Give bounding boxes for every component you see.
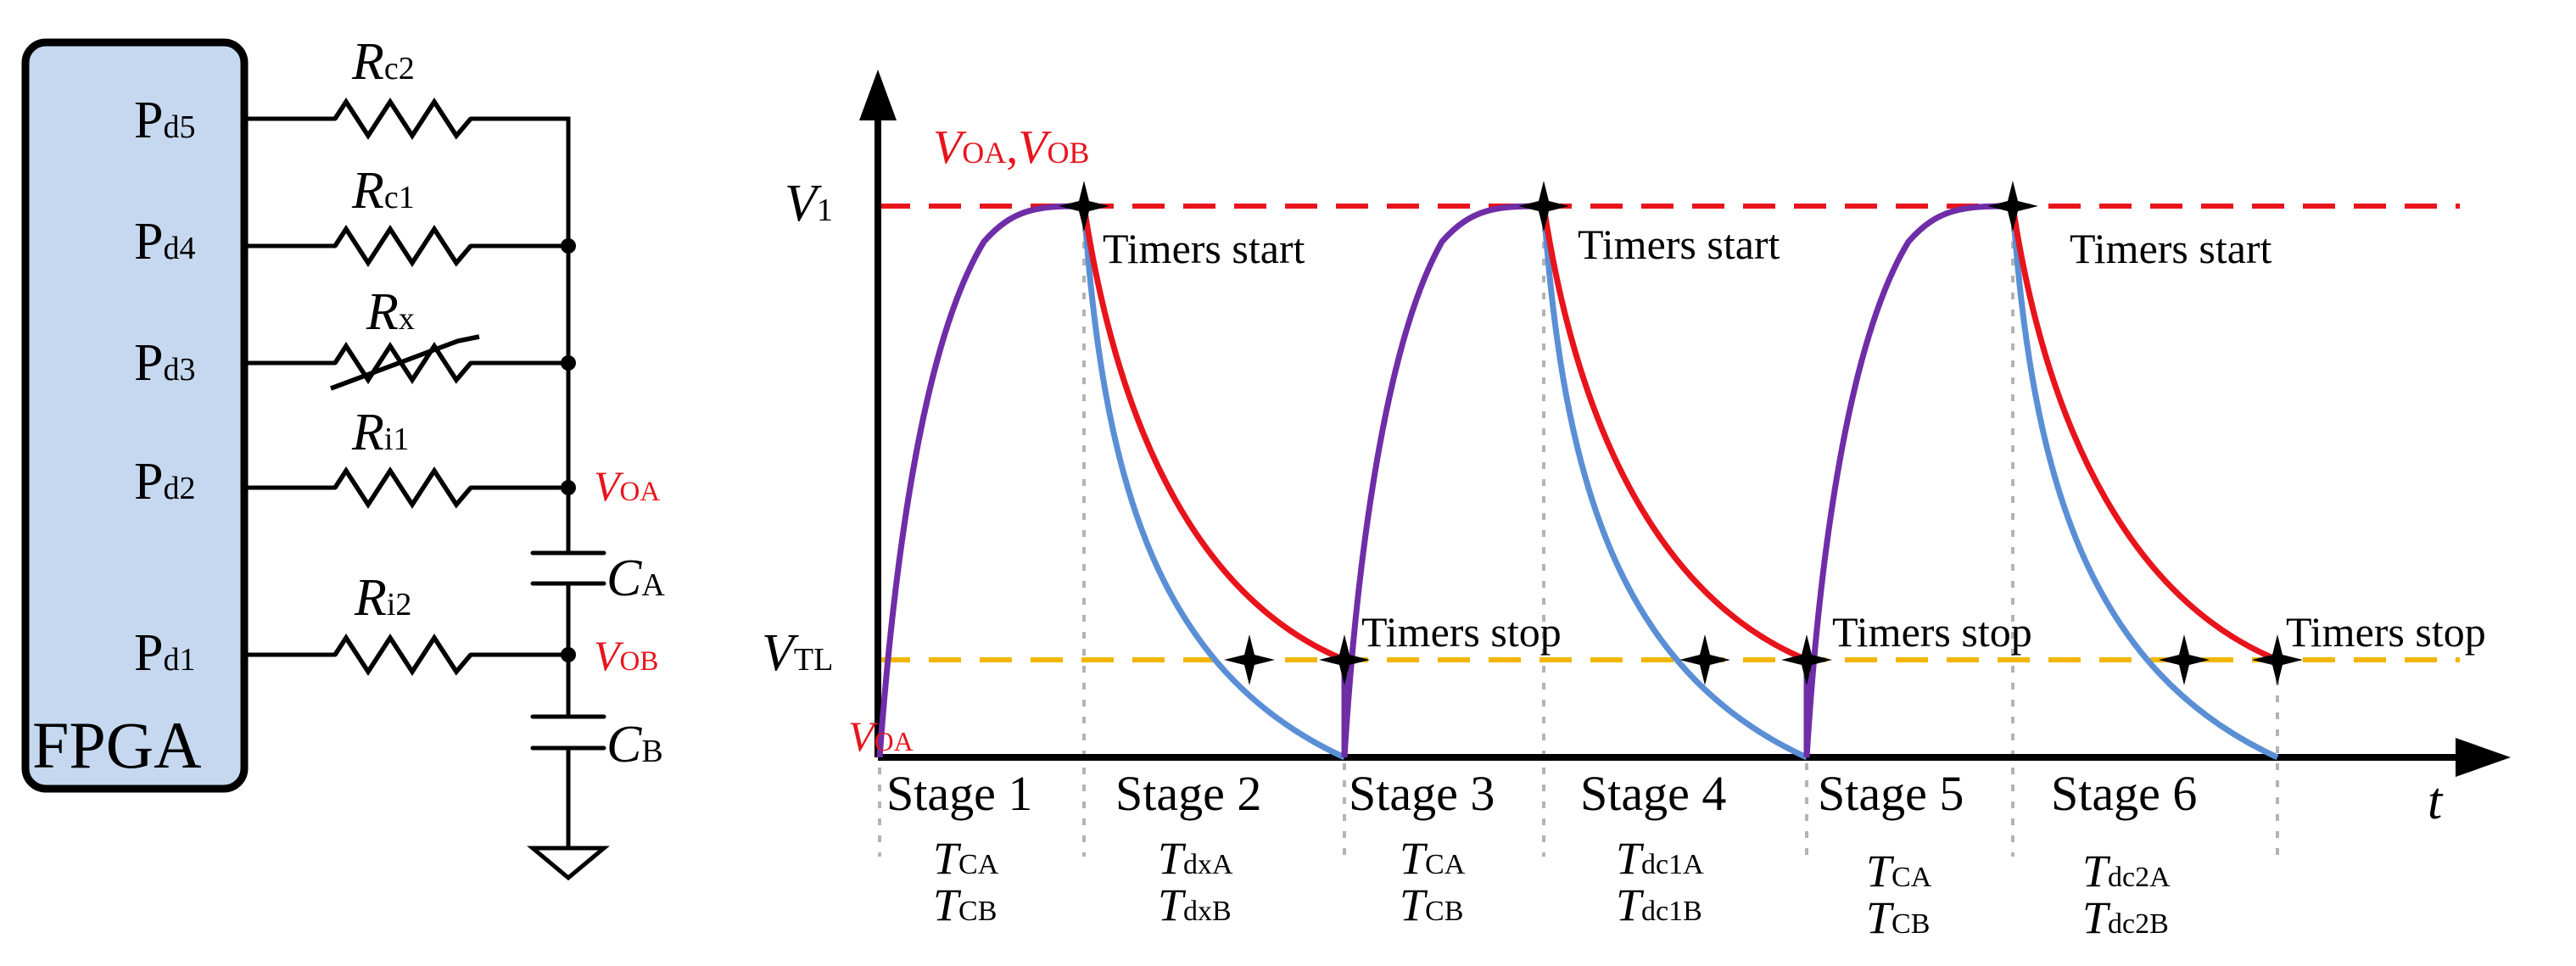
waveforms xyxy=(876,203,2279,761)
vob-discharge-curve-2 xyxy=(1540,205,1808,761)
y-label-vtl: VTL xyxy=(762,624,833,682)
star-icon xyxy=(1518,181,1569,232)
resistor-ri1 xyxy=(332,466,473,510)
stage-label-2: Stage 2 xyxy=(1115,766,1261,821)
capacitor-cb xyxy=(530,714,606,751)
y-axis-arrow-icon xyxy=(859,70,897,120)
annotation-timers-start-2: Timers start xyxy=(1578,221,1780,268)
capacitor-ca xyxy=(530,550,606,586)
annotation-timers-stop-3: Timers stop xyxy=(2286,608,2486,656)
charge-curve-2 xyxy=(1341,203,1545,758)
timer-label-s4-b: Tdc1B xyxy=(1616,879,1702,930)
timer-label-s4-a: Tdc1A xyxy=(1616,833,1704,884)
star-icon xyxy=(1987,181,2038,232)
timer-label-s6-a: Tdc2A xyxy=(2082,846,2171,896)
star-icon xyxy=(1319,634,1370,685)
x-axis-arrow-icon xyxy=(2456,738,2511,777)
timer-label-s2-a: TdxA xyxy=(1158,833,1233,884)
resistor-label-ri1: Ri1 xyxy=(351,404,409,461)
y-label-v1: V1 xyxy=(785,175,833,232)
timer-label-s2-b: TdxB xyxy=(1158,879,1232,930)
resistor-rx xyxy=(330,334,480,391)
vob-discharge-curve-1 xyxy=(1081,205,1346,761)
stage-label-1: Stage 1 xyxy=(886,766,1032,821)
resistor-label-rx: Rx xyxy=(366,283,415,341)
resistor-label-rc1: Rc1 xyxy=(351,162,415,220)
pin-label-pd2: Pd2 xyxy=(134,453,195,511)
star-icon xyxy=(2159,634,2210,685)
resistor-rc2 xyxy=(332,97,473,141)
event-markers xyxy=(1059,181,2303,685)
timer-label-s1-b: TCB xyxy=(933,879,997,930)
pin-label-pd3: Pd3 xyxy=(134,334,195,392)
annotation-timers-stop-2: Timers stop xyxy=(1832,608,2032,656)
ground-icon xyxy=(527,846,610,881)
stage-label-4: Stage 4 xyxy=(1580,766,1726,821)
charge-curve-1 xyxy=(876,203,1085,758)
resistor-label-rc2: Rc2 xyxy=(351,33,415,91)
origin-label-voa: VOA xyxy=(848,712,914,760)
stage-label-3: Stage 3 xyxy=(1349,766,1495,821)
stage-timer-labels: TCA TCB TdxA TdxB TCA TCB Tdc1A Tdc1B TC… xyxy=(933,833,2171,943)
resistor-label-ri2: Ri2 xyxy=(354,569,411,627)
pin-label-pd5: Pd5 xyxy=(134,92,195,149)
voa-discharge-curve-1 xyxy=(1081,205,1346,663)
junction-dot xyxy=(561,480,576,495)
star-icon xyxy=(1679,634,1730,685)
star-icon xyxy=(2252,634,2303,685)
junction-dot xyxy=(561,355,576,371)
stage-labels: Stage 1 Stage 2 Stage 3 Stage 4 Stage 5 … xyxy=(886,766,2197,821)
timer-label-s5-a: TCA xyxy=(1866,846,1932,896)
vob-discharge-curve-3 xyxy=(2009,205,2279,761)
star-icon xyxy=(1059,181,1109,232)
annotation-timers-start-3: Timers start xyxy=(2070,225,2272,272)
annotation-timers-start-1: Timers start xyxy=(1103,225,1305,272)
resistor-ri2 xyxy=(332,633,473,677)
timer-label-s6-b: Tdc2B xyxy=(2082,892,2169,943)
capacitor-label-ca: CA xyxy=(606,550,665,607)
timing-diagram: V1 VTL VOA,VOB VOA t Timers start Timers… xyxy=(762,70,2511,943)
timer-label-s5-b: TCB xyxy=(1866,892,1930,943)
capacitor-label-cb: CB xyxy=(606,716,663,773)
junction-dot xyxy=(561,647,576,662)
node-label-voa: VOA xyxy=(594,462,660,510)
resistor-rc1 xyxy=(332,224,473,268)
node-label-vob: VOB xyxy=(594,632,658,679)
circuit-wires xyxy=(242,116,571,851)
timer-label-s3-a: TCA xyxy=(1400,833,1466,884)
star-icon xyxy=(1224,634,1275,685)
timer-label-s1-a: TCA xyxy=(933,833,999,884)
fpga-label: FPGA xyxy=(32,708,201,782)
top-legend-voa-vob: VOA,VOB xyxy=(933,121,1089,174)
x-axis-label-t: t xyxy=(2428,773,2444,830)
stage-label-6: Stage 6 xyxy=(2051,766,2197,821)
junction-dot xyxy=(561,238,576,254)
fpga-block xyxy=(21,38,249,793)
pin-label-pd1: Pd1 xyxy=(134,624,195,682)
annotation-timers-stop-1: Timers stop xyxy=(1361,608,1562,656)
pin-label-pd4: Pd4 xyxy=(134,213,195,271)
voa-discharge-curve-2 xyxy=(1540,205,1808,663)
star-icon xyxy=(1781,634,1832,685)
voa-discharge-curve-3 xyxy=(2009,205,2279,663)
charge-curve-3 xyxy=(1803,203,2014,758)
timer-label-s3-b: TCB xyxy=(1400,879,1463,930)
circuit-diagram: FPGA Pd5 Pd4 Pd3 Pd2 Pd1 xyxy=(21,33,665,881)
stage-label-5: Stage 5 xyxy=(1818,766,1964,821)
